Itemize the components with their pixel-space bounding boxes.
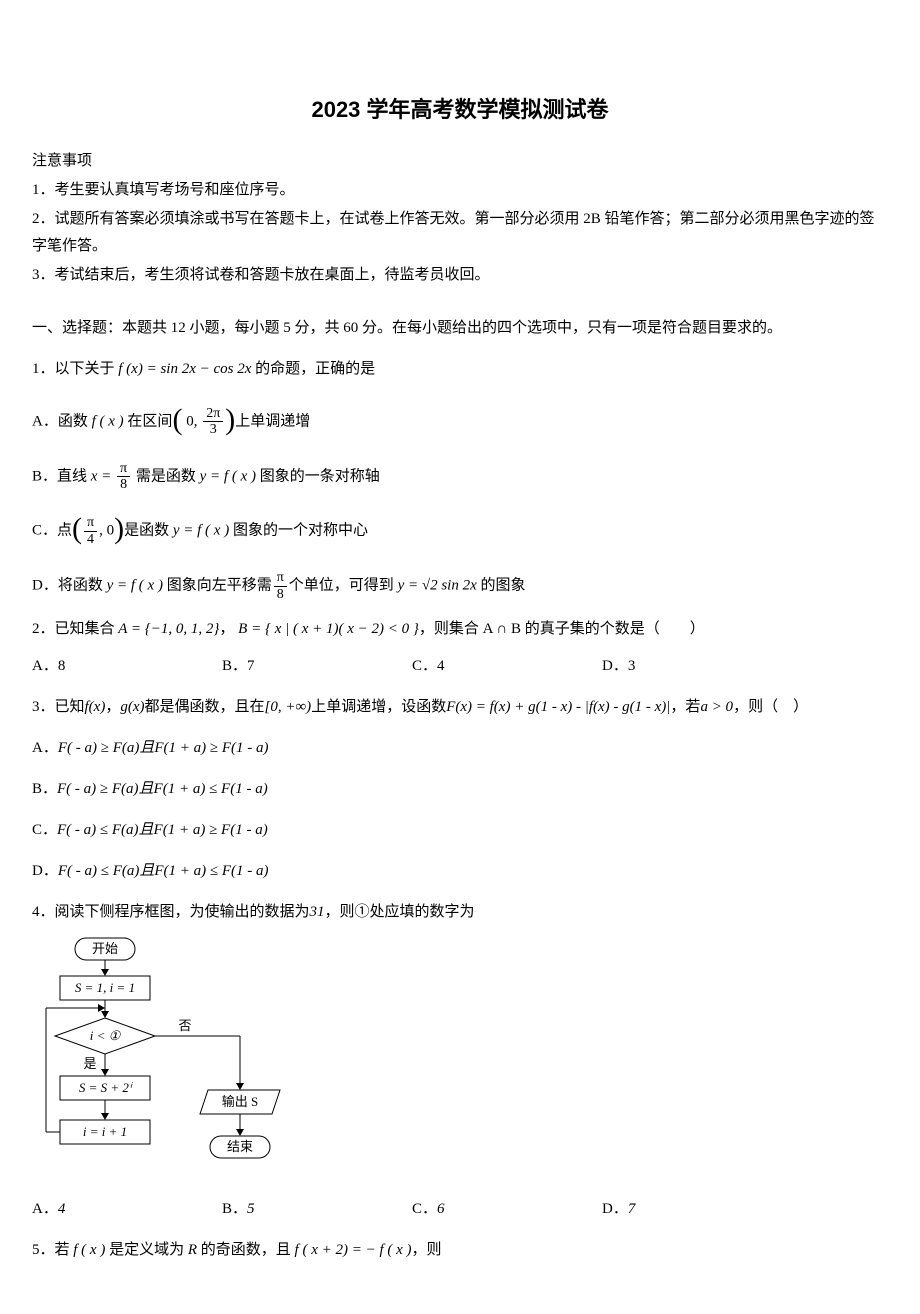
q1d-frac: π8 (274, 570, 287, 602)
q1a-frac: 2π3 (203, 406, 223, 438)
flow-step1: S = S + 2ⁱ (79, 1080, 133, 1095)
q1-option-b: B．直线 x = π8 需是函数 y = f ( x ) 图象的一条对称轴 (32, 461, 888, 493)
q5-R: R (188, 1242, 197, 1258)
q1c-post: 图象的一个对称中心 (229, 523, 368, 539)
q1d-pre: D．将函数 (32, 578, 107, 594)
q3d-text: F( - a) ≤ F(a)且F(1 + a) ≤ F(1 - a) (58, 863, 269, 879)
q1d-math1: y = f ( x ) (107, 578, 163, 594)
q3-option-a: A．F( - a) ≥ F(a)且F(1 + a) ≥ F(1 - a) (32, 735, 888, 762)
q1d-mid2: 个单位，可得到 (289, 578, 398, 594)
q1a-mid: 在区间 (124, 413, 173, 429)
q1c-den: 4 (84, 532, 97, 547)
section-1-heading: 一、选择题：本题共 12 小题，每小题 5 分，共 60 分。在每小题给出的四个… (32, 315, 888, 342)
q2-pre: 2．已知集合 (32, 621, 118, 637)
q3-option-c: C．F( - a) ≤ F(a)且F(1 + a) ≥ F(1 - a) (32, 817, 888, 844)
flow-start: 开始 (92, 941, 118, 956)
q1c-pre: C．点 (32, 523, 72, 539)
flow-yes: 是 (83, 1056, 96, 1071)
notice-item-3: 3．考试结束后，考生须将试卷和答题卡放在桌面上，待监考员收回。 (32, 262, 888, 289)
q1b-math1: x = (91, 468, 112, 484)
q3b-text: F( - a) ≥ F(a)且F(1 + a) ≤ F(1 - a) (57, 781, 268, 797)
q5-mid2: 的奇函数，且 (197, 1242, 295, 1258)
q1b-math2: y = f ( x ) (200, 468, 256, 484)
question-5: 5．若 f ( x ) 是定义域为 R 的奇函数，且 f ( x + 2) = … (32, 1237, 888, 1264)
question-4: 4．阅读下侧程序框图，为使输出的数据为31，则①处应填的数字为 (32, 899, 888, 926)
q1a-zero: 0, (182, 413, 201, 429)
flow-no: 否 (178, 1018, 191, 1033)
question-3: 3．已知f(x)，g(x)都是偶函数，且在[0, +∞)上单调递增，设函数F(x… (32, 694, 888, 721)
q1d-den: 8 (274, 587, 287, 602)
q1a-num: 2π (203, 406, 223, 422)
flowchart-diagram: 开始 S = 1, i = 1 i < ① 否 输出 S 结束 是 S = S … (40, 936, 888, 1186)
q1-stem-math: f (x) = sin 2x − cos 2x (118, 361, 251, 377)
q2-setA: A = {−1, 0, 1, 2} (118, 621, 219, 637)
q2-option-d: D．3 (602, 653, 792, 680)
q1a-math1: f ( x ) (92, 413, 124, 429)
q5-math1: f ( x ) (73, 1242, 105, 1258)
q1c-mid: 是函数 (124, 523, 173, 539)
flow-end: 结束 (227, 1139, 253, 1154)
page-title: 2023 学年高考数学模拟测试卷 (32, 90, 888, 130)
paren-close-icon: ) (225, 393, 235, 447)
q1d-num: π (274, 570, 287, 586)
paren-close-icon: ) (114, 502, 124, 556)
q3-option-d: D．F( - a) ≤ F(a)且F(1 + a) ≤ F(1 - a) (32, 858, 888, 885)
q1b-frac: π8 (117, 461, 130, 493)
q1-option-a: A．函数 f ( x ) 在区间( 0, 2π3)上单调递增 (32, 397, 888, 447)
q1b-num: π (117, 461, 130, 477)
q1-option-c: C．点(π4, 0)是函数 y = f ( x ) 图象的一个对称中心 (32, 506, 888, 556)
q3-option-b: B．F( - a) ≥ F(a)且F(1 + a) ≤ F(1 - a) (32, 776, 888, 803)
q1b-post: 图象的一条对称轴 (256, 468, 380, 484)
q1b-pre: B．直线 (32, 468, 91, 484)
q1a-pre: A．函数 (32, 413, 92, 429)
q2-option-c: C．4 (412, 653, 602, 680)
q5-math2: f ( x + 2) = − f ( x ) (295, 1242, 412, 1258)
q1d-post: 的图象 (477, 578, 526, 594)
q1c-frac: π4 (84, 515, 97, 547)
q1b-mid: 需是函数 (132, 468, 200, 484)
q1c-zero: , 0 (99, 523, 114, 539)
q4-option-c: C．6 (412, 1196, 602, 1223)
q5-post: ，则 (412, 1242, 442, 1258)
q2-option-a: A．8 (32, 653, 222, 680)
q5-pre: 5．若 (32, 1242, 73, 1258)
q4-option-b: B．5 (222, 1196, 412, 1223)
q1a-den: 3 (203, 422, 223, 437)
q1d-mid1: 图象向左平移需 (163, 578, 272, 594)
q4-option-d: D．7 (602, 1196, 792, 1223)
question-2: 2．已知集合 A = {−1, 0, 1, 2}， B = { x | ( x … (32, 616, 888, 643)
paren-open-icon: ( (172, 393, 182, 447)
q2-options: A．8 B．7 C．4 D．3 (32, 653, 888, 680)
q1c-math: y = f ( x ) (173, 523, 229, 539)
paren-open-icon: ( (72, 502, 82, 556)
q1-stem-pre: 1．以下关于 (32, 361, 118, 377)
flow-output: 输出 S (222, 1094, 258, 1109)
notice-item-1: 1．考生要认真填写考场号和座位序号。 (32, 177, 888, 204)
flow-step2: i = i + 1 (83, 1124, 127, 1139)
q1c-num: π (84, 515, 97, 531)
question-1: 1．以下关于 f (x) = sin 2x − cos 2x 的命题，正确的是 (32, 356, 888, 383)
q4-option-a: A．4 (32, 1196, 222, 1223)
flowchart-svg: 开始 S = 1, i = 1 i < ① 否 输出 S 结束 是 S = S … (40, 936, 300, 1176)
q1b-den: 8 (117, 477, 130, 492)
notice-item-2: 2．试题所有答案必须填涂或书写在答题卡上，在试卷上作答无效。第一部分必须用 2B… (32, 206, 888, 260)
flow-cond: i < ① (90, 1028, 122, 1043)
q1d-math2: y = √2 sin 2x (398, 578, 477, 594)
q3a-text: F( - a) ≥ F(a)且F(1 + a) ≥ F(1 - a) (58, 740, 269, 756)
q5-mid1: 是定义域为 (105, 1242, 188, 1258)
q4-options: A．4 B．5 C．6 D．7 (32, 1196, 888, 1223)
q2-sep: ， (219, 621, 238, 637)
q1-stem-post: 的命题，正确的是 (251, 361, 375, 377)
q3c-text: F( - a) ≤ F(a)且F(1 + a) ≥ F(1 - a) (57, 822, 268, 838)
notice-heading: 注意事项 (32, 148, 888, 175)
q2-post: ，则集合 A ∩ B 的真子集的个数是（ ） (419, 621, 705, 637)
q2-option-b: B．7 (222, 653, 412, 680)
flow-init: S = 1, i = 1 (75, 980, 135, 995)
q1-option-d: D．将函数 y = f ( x ) 图象向左平移需π8个单位，可得到 y = √… (32, 570, 888, 602)
q2-setB: B = { x | ( x + 1)( x − 2) < 0 } (238, 621, 419, 637)
q1a-post: 上单调递增 (235, 413, 310, 429)
